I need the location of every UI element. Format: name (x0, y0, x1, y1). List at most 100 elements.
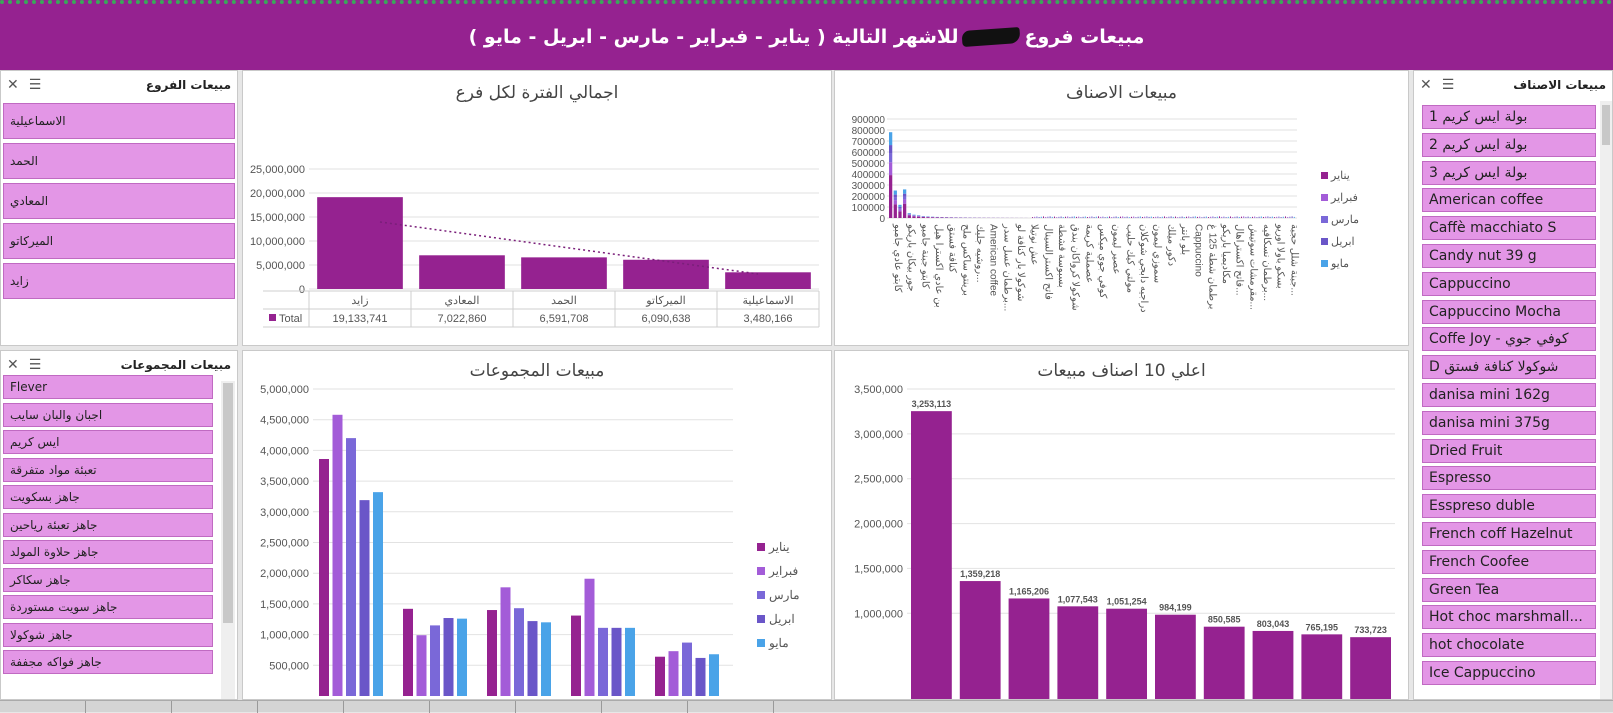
legend-swatch (1321, 216, 1328, 223)
bar-segment (908, 213, 911, 214)
bar-segment (889, 132, 892, 145)
slicer-item[interactable]: اجبان والبان سايب (3, 403, 213, 427)
category-label: المعادي (445, 295, 480, 307)
bar (1241, 217, 1242, 218)
sheet-tab[interactable] (258, 701, 344, 713)
y-tick-label: 10,000,000 (250, 236, 305, 248)
top10-chart-title: اعلي 10 اصناف مبيعات (835, 361, 1408, 381)
bar (430, 625, 440, 696)
bar (417, 635, 427, 696)
bar (419, 255, 505, 289)
clear-filter-icon[interactable]: ✕ (7, 77, 19, 93)
bar (1096, 217, 1097, 218)
legend-label: فبراير (768, 564, 798, 578)
slicer-item[interactable]: Cappuccino Mocha (1422, 300, 1596, 324)
slicer-item[interactable]: Espresso (1422, 466, 1596, 490)
items-slicer-header: مبيعات الاصناف ✕ ☰ (1414, 71, 1612, 99)
bar (1146, 216, 1147, 218)
bar (457, 619, 467, 696)
bar (1039, 217, 1040, 218)
slicer-item[interactable]: جاهز تعبئة رياحين (3, 513, 213, 537)
slicer-item[interactable]: danisa mini 162g (1422, 383, 1596, 407)
bar (487, 610, 497, 696)
slicer-item[interactable]: 3 بولة ايس كريم (1422, 161, 1596, 185)
slicer-item[interactable]: زايد (3, 263, 235, 299)
y-tick-label: 1,000,000 (854, 608, 903, 620)
legend-label: ابريل (1331, 236, 1355, 248)
slicer-item[interactable]: جاهز فواكه مجففة (3, 650, 213, 674)
slicer-item[interactable]: المعادي (3, 183, 235, 219)
clear-filter-icon[interactable]: ✕ (1420, 77, 1432, 93)
items-sales-chart-title: مبيعات الاصناف (835, 83, 1408, 103)
slicer-item[interactable]: D شوكولا كنافة فستق (1422, 355, 1596, 379)
series-label: Total (279, 313, 302, 325)
slicer-item[interactable]: Dried Fruit (1422, 439, 1596, 463)
clear-filter-icon[interactable]: ✕ (7, 357, 19, 373)
x-tick-label: برطمان عسل سدر... (1001, 223, 1012, 311)
legend-swatch (757, 591, 765, 599)
slicer-item[interactable]: 1 بولة ايس كريم (1422, 105, 1596, 129)
slicer-item[interactable]: hot chocolate (1422, 633, 1596, 657)
slicer-item[interactable]: Coffe Joy - كوفي جوي (1422, 327, 1596, 351)
slicer-item[interactable]: danisa mini 375g (1422, 411, 1596, 435)
bar-segment (889, 162, 892, 175)
y-tick-label: 800000 (852, 126, 886, 137)
slicer-item[interactable]: Hot choc marshmall... (1422, 605, 1596, 629)
bar (1083, 217, 1084, 218)
group-slicer-scrollbar[interactable] (221, 381, 235, 699)
items-slicer-scroll-thumb[interactable] (1602, 105, 1610, 145)
bar-segment (894, 204, 897, 218)
bar (1124, 217, 1125, 218)
bar (623, 260, 709, 289)
slicer-item[interactable]: American coffee (1422, 188, 1596, 212)
sheet-tab[interactable] (688, 701, 774, 713)
slicer-item[interactable]: جاهز سويت مستوردة (3, 595, 213, 619)
slicer-item[interactable]: 2 بولة ايس كريم (1422, 133, 1596, 157)
bar-segment (922, 217, 925, 218)
bar (1058, 217, 1059, 218)
bar (1065, 217, 1066, 218)
slicer-item[interactable]: Flever (3, 375, 213, 399)
sheet-tab[interactable] (430, 701, 516, 713)
slicer-item[interactable]: French coff Hazelnut (1422, 522, 1596, 546)
slicer-item[interactable]: ايس كريم (3, 430, 213, 454)
group-slicer-scroll-thumb[interactable] (223, 383, 233, 623)
slicer-item[interactable]: جاهز حلاوة المولد (3, 540, 213, 564)
y-tick-label: 300000 (852, 181, 886, 192)
slicer-item[interactable]: جاهز سكاكر (3, 568, 213, 592)
slicer-item[interactable]: Green Tea (1422, 578, 1596, 602)
slicer-item[interactable]: Cappuccino (1422, 272, 1596, 296)
bar (1265, 217, 1266, 218)
slicer-item[interactable]: Ice Cappuccino (1422, 661, 1596, 685)
y-tick-label: 3,000,000 (260, 507, 309, 519)
sheet-tab[interactable] (344, 701, 430, 713)
multi-select-icon[interactable]: ☰ (29, 77, 42, 93)
sheet-tab[interactable] (0, 701, 86, 713)
x-tick-label: فاتح اكستراهال... (1234, 224, 1245, 296)
sheet-tab[interactable] (86, 701, 172, 713)
slicer-item[interactable]: الاسماعيلية (3, 103, 235, 139)
bar (1232, 217, 1233, 218)
slicer-item[interactable]: Caffè macchiato S (1422, 216, 1596, 240)
slicer-item[interactable]: الميركاتو (3, 223, 235, 259)
bar (1105, 217, 1106, 218)
items-slicer-scrollbar[interactable] (1600, 101, 1612, 699)
y-tick-label: 2,000,000 (854, 519, 903, 531)
slicer-item[interactable]: تعبئة مواد متفرقة (3, 458, 213, 482)
slicer-item[interactable]: French Coofee (1422, 550, 1596, 574)
sheet-tab[interactable] (516, 701, 602, 713)
bar (1301, 634, 1342, 699)
slicer-item[interactable]: جاهز شوكولا (3, 623, 213, 647)
sheet-tab[interactable] (172, 701, 258, 713)
slicer-item[interactable]: الحمد (3, 143, 235, 179)
x-tick-label: فاتح اكسترالسينال (1042, 224, 1053, 300)
slicer-item[interactable]: Esspreso duble (1422, 494, 1596, 518)
multi-select-icon[interactable]: ☰ (29, 357, 42, 373)
bar (1294, 217, 1295, 218)
bar-segment (903, 199, 906, 203)
slicer-item[interactable]: جاهز بسكويت (3, 485, 213, 509)
multi-select-icon[interactable]: ☰ (1442, 77, 1455, 93)
sheet-tab[interactable] (602, 701, 688, 713)
slicer-item[interactable]: Candy nut 39 g (1422, 244, 1596, 268)
bar (1155, 615, 1196, 699)
